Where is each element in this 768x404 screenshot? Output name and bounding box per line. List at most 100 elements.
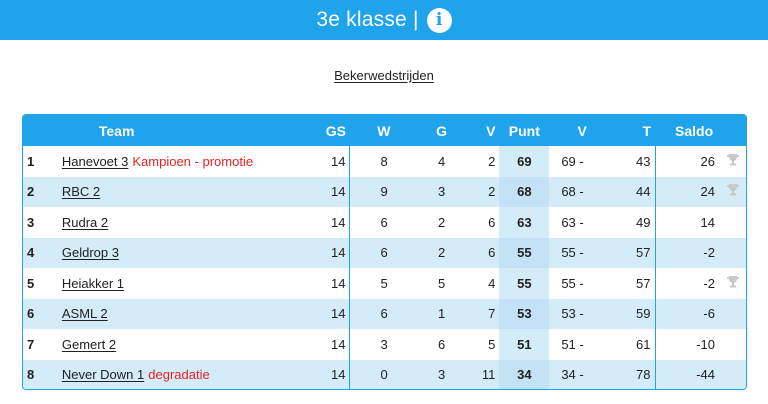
team-link[interactable]: ASML 2 (61, 306, 108, 322)
team-link[interactable]: Heiakker 1 (61, 275, 125, 291)
team-link[interactable]: Geldrop 3 (61, 245, 119, 261)
table-row: 3 Rudra 2 14 6 2 6 63 63 -49 14 (23, 207, 746, 238)
col-g-header: G (436, 122, 448, 139)
row-position: 5 (27, 275, 35, 291)
row-games-played: 14 (290, 298, 351, 329)
row-position: 6 (27, 306, 35, 322)
row-goal-difference: -6 (703, 306, 715, 322)
row-points: 68 (499, 176, 550, 207)
row-wins: 0 (380, 367, 388, 383)
standings-table: Team GS W G V Punt V T Saldo 1 Hanevoet 3… (23, 115, 746, 390)
row-goals-against: 57 (615, 237, 656, 268)
col-cup-header (721, 115, 746, 146)
row-goals-against: 78 (615, 359, 656, 389)
row-goals-against: 43 (615, 146, 656, 177)
row-team-cell: Rudra 2 (59, 207, 290, 238)
row-goals-for: 34 - (561, 367, 584, 383)
row-cup-cell (721, 360, 746, 390)
row-losses: 11 (481, 367, 496, 383)
row-team-cell: Hanevoet 3 Kampioen - promotie (59, 146, 290, 177)
table-row: 7 Gemert 2 14 3 6 5 51 51 - 61 -10 (23, 329, 746, 360)
row-games-played: 14 (290, 329, 351, 360)
row-draws: 4 (437, 153, 446, 169)
team-status-note: degradatie (148, 367, 210, 383)
row-wins: 8 (380, 153, 388, 169)
row-position: 8 (27, 367, 35, 383)
row-goals-against: 49 (615, 207, 656, 238)
row-points: 55 (499, 268, 550, 299)
row-games-played: 14 (290, 207, 351, 238)
trophy-icon[interactable] (726, 183, 740, 200)
col-pos-header (23, 115, 59, 146)
row-goals-for: 69 - (561, 153, 584, 169)
row-goals-for: 63 - (561, 214, 584, 230)
row-position: 1 (27, 153, 35, 169)
row-cup-cell (721, 177, 746, 208)
cup-matches-link-wrap: Bekerwedstrijden (0, 68, 768, 83)
row-goal-difference: 24 (700, 184, 715, 200)
page-header: 3e klasse | i (0, 0, 768, 40)
row-wins: 9 (380, 184, 388, 200)
row-goal-difference: 14 (700, 214, 715, 230)
row-team-cell: ASML 2 (59, 299, 290, 330)
row-games-played: 14 (290, 359, 351, 389)
row-losses: 7 (488, 306, 496, 322)
col-gs-header: GS (325, 122, 346, 139)
row-points: 69 (499, 146, 550, 177)
row-goals-for: 51 - (561, 336, 584, 352)
row-cup-cell (721, 207, 746, 238)
row-losses: 2 (488, 153, 496, 169)
row-goals-against: 57 (615, 268, 656, 299)
row-goals-for: 55 - (561, 275, 584, 291)
row-goals-against: 59 (615, 298, 656, 329)
row-wins: 6 (380, 245, 388, 261)
row-goals-against: 44 (615, 176, 656, 207)
team-link[interactable]: Never Down 1 (61, 367, 145, 383)
row-goal-difference: -10 (696, 336, 715, 352)
col-saldo-header: Saldo (675, 122, 714, 139)
trophy-icon[interactable] (726, 153, 740, 170)
col-team-header: Team (98, 122, 135, 139)
row-wins: 3 (380, 336, 388, 352)
cup-matches-link[interactable]: Bekerwedstrijden (334, 68, 434, 83)
table-row: 6 ASML 2 14 6 1 7 53 53 - 59 -6 (23, 298, 746, 330)
row-cup-cell (721, 329, 746, 360)
row-draws: 3 (437, 184, 446, 200)
team-link[interactable]: Hanevoet 3 (61, 153, 129, 169)
row-cup-cell (721, 146, 746, 177)
row-draws: 6 (437, 336, 446, 352)
team-link[interactable]: RBC 2 (61, 184, 101, 200)
row-games-played: 14 (290, 176, 351, 207)
row-team-cell: Geldrop 3 (59, 238, 290, 269)
row-team-cell: RBC 2 (59, 177, 290, 208)
row-points: 51 (499, 329, 550, 360)
row-games-played: 14 (290, 146, 351, 177)
standings-body: 1 Hanevoet 3 Kampioen - promotie 14 8 4 2 69 69 … (23, 146, 746, 390)
team-link[interactable]: Gemert 2 (61, 336, 117, 352)
row-points: 63 (499, 207, 550, 238)
row-position: 3 (27, 214, 35, 230)
table-row: 8 Never Down 1 degradatie 14 0 3 11 34 34 -78 -44 (23, 359, 746, 390)
row-losses: 6 (488, 214, 496, 230)
table-header-row: Team GS W G V Punt V T Saldo (23, 115, 746, 146)
row-draws: 3 (437, 367, 446, 383)
row-team-cell: Gemert 2 (59, 329, 290, 360)
table-row: 5 Heiakker 1 14 5 5 4 55 55 -57 -2 (23, 268, 746, 299)
col-goals-against-header: T (642, 122, 651, 139)
row-points: 55 (499, 237, 550, 268)
trophy-icon[interactable] (726, 275, 740, 292)
row-position: 2 (27, 184, 35, 200)
table-row: 1 Hanevoet 3 Kampioen - promotie 14 8 4 2 69 69 … (23, 146, 746, 177)
info-icon[interactable]: i (426, 7, 452, 33)
row-position: 4 (27, 245, 35, 261)
row-losses: 4 (488, 275, 496, 291)
row-games-played: 14 (290, 268, 351, 299)
team-status-note: Kampioen - promotie (132, 153, 254, 169)
row-position: 7 (27, 336, 35, 352)
col-goals-for-header: V (577, 122, 587, 139)
row-cup-cell (721, 238, 746, 269)
team-link[interactable]: Rudra 2 (61, 214, 109, 230)
row-points: 53 (499, 298, 550, 329)
row-draws: 2 (437, 245, 446, 261)
standings-table-wrap: Team GS W G V Punt V T Saldo 1 Hanevoet 3… (22, 114, 747, 390)
